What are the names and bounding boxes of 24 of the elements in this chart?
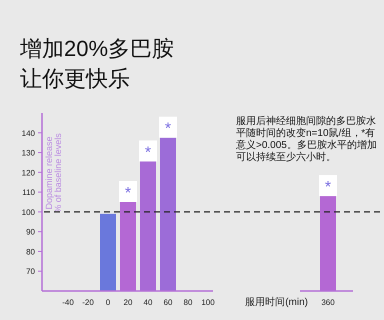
chart-title: 增加20%多巴胺让你更快乐	[20, 35, 176, 93]
x-axis-title: 服用时间(min)	[245, 296, 308, 308]
annotation: *	[124, 185, 132, 202]
y-tick-label: 120	[22, 168, 36, 178]
y-tick-label: 130	[22, 148, 36, 158]
annotation: *	[164, 120, 172, 138]
x-tick-label: 360	[321, 298, 336, 307]
x-tick-label: 40	[144, 298, 153, 307]
y-tick-label: 140	[22, 128, 36, 138]
y-tick-label: 110	[22, 188, 36, 198]
x-tick-label: -40	[62, 298, 74, 307]
x-tick-label: 20	[124, 298, 133, 307]
y-tick-label: 70	[26, 267, 36, 276]
y-tick-label: 80	[26, 247, 36, 256]
x-tick-label: 80	[184, 298, 193, 307]
y-tick-label: 100	[22, 208, 36, 217]
y-tick-label: 90	[26, 228, 36, 237]
annotation: *	[324, 179, 332, 196]
annotation: 服用后神经细胞间隙的多巴胺水平随时间的改变n=10鼠/组，*有意义>0.005。多巴胺水平的增加可以持续至少六小时。	[236, 116, 378, 164]
x-tick-label: 100	[201, 298, 216, 307]
x-tick-label: -20	[82, 298, 94, 307]
x-tick-label: 60	[164, 298, 173, 307]
annotation: *	[144, 144, 152, 162]
x-tick-label: 0	[106, 298, 111, 307]
